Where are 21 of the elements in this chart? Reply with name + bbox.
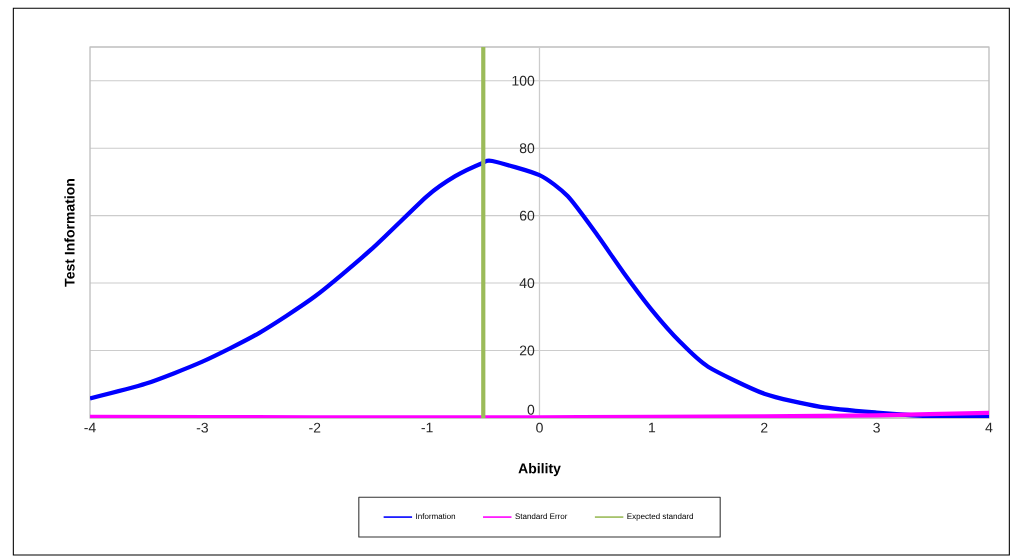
line-series (90, 158, 989, 418)
y-tick-label: 40 (519, 278, 535, 289)
x-tick-label: -2 (309, 422, 321, 433)
legend-label: Standard Error (515, 513, 568, 520)
y-tick-label: 0 (527, 404, 535, 415)
y-tick-label: 60 (519, 210, 535, 221)
y-axis-title: Test Information (64, 179, 75, 287)
legend-label: Information (416, 513, 456, 520)
x-tick-label: -1 (421, 422, 433, 433)
x-tick-label: 0 (536, 422, 543, 433)
legend-label: Expected standard (627, 513, 693, 521)
y-tick-label: 20 (519, 345, 535, 356)
x-tick-label: 3 (873, 422, 880, 433)
y-tick-label: 100 (512, 75, 535, 86)
x-tick-label: 1 (649, 422, 656, 433)
x-tick-label: 4 (985, 422, 993, 433)
x-axis-title: Ability (518, 463, 561, 477)
x-tick-label: -3 (196, 422, 208, 433)
x-tick-label: -4 (84, 422, 96, 433)
y-tick-label: 80 (519, 143, 535, 154)
x-tick-label: 2 (761, 422, 768, 433)
